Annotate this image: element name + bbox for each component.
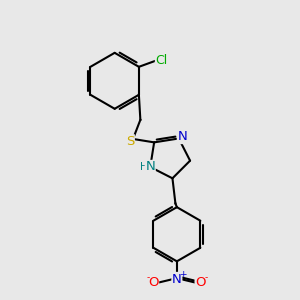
Text: N: N (146, 160, 155, 173)
Text: -: - (146, 273, 150, 282)
Text: N: N (177, 130, 187, 143)
Text: S: S (126, 135, 134, 148)
Text: +: + (179, 270, 187, 279)
Text: H: H (140, 162, 148, 172)
Text: N: N (172, 272, 182, 286)
Text: O: O (195, 276, 206, 289)
Text: O: O (148, 276, 159, 289)
Text: Cl: Cl (155, 54, 168, 67)
Text: -: - (204, 273, 207, 282)
